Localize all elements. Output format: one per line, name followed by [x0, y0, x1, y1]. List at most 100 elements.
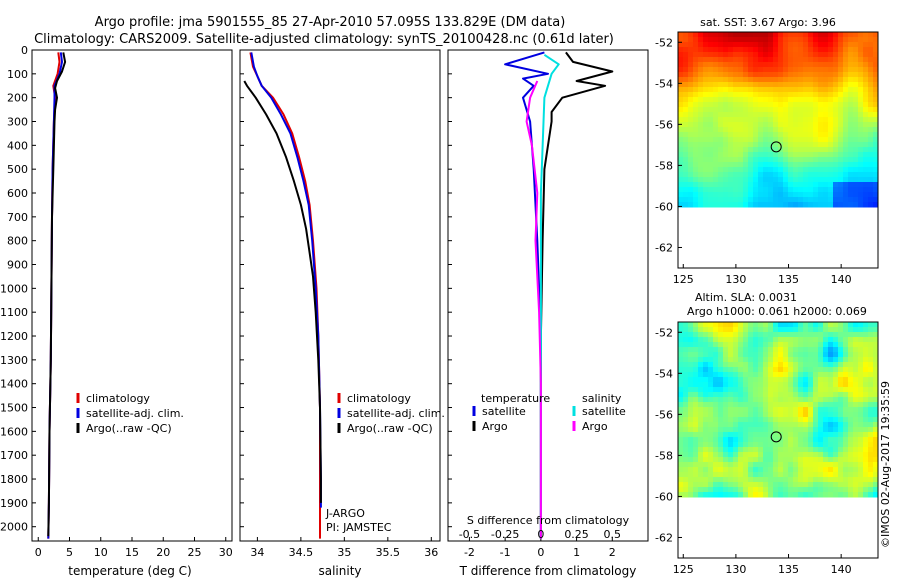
heatmap-cell — [798, 72, 804, 78]
heatmap-cell — [858, 137, 864, 143]
heatmap-cell — [828, 32, 834, 38]
heatmap-cell — [678, 402, 684, 408]
heatmap-cell — [688, 72, 694, 78]
heatmap-cell — [858, 62, 864, 68]
heatmap-cell — [703, 387, 709, 393]
heatmap-cell — [833, 42, 839, 48]
heatmap-cell — [873, 162, 879, 168]
heatmap-cell — [693, 422, 699, 428]
heatmap-cell — [818, 392, 824, 398]
heatmap-cell — [773, 492, 779, 498]
heatmap-cell — [853, 332, 859, 338]
heatmap-cell — [838, 67, 844, 73]
heatmap-cell — [748, 117, 754, 123]
heatmap-cell — [848, 342, 854, 348]
heatmap-cell — [733, 377, 739, 383]
heatmap-cell — [693, 52, 699, 58]
heatmap-cell — [683, 432, 689, 438]
heatmap-cell — [703, 442, 709, 448]
heatmap-cell — [758, 362, 764, 368]
heatmap-cell — [758, 122, 764, 128]
heatmap-cell — [863, 67, 869, 73]
heatmap-cell — [718, 192, 724, 198]
heatmap-cell — [853, 352, 859, 358]
heatmap-cell — [723, 462, 729, 468]
y-tick-label: 1800 — [0, 473, 28, 486]
heatmap-cell — [868, 482, 874, 488]
heatmap-cell — [873, 132, 879, 138]
heatmap-cell — [738, 167, 744, 173]
heatmap-cell — [828, 442, 834, 448]
legend-label: climatology — [347, 392, 411, 405]
heatmap-cell — [768, 197, 774, 203]
heatmap-cell — [743, 147, 749, 153]
heatmap-cell — [748, 357, 754, 363]
heatmap-cell — [813, 357, 819, 363]
heatmap-cell — [683, 147, 689, 153]
heatmap-cell — [708, 197, 714, 203]
heatmap-cell — [798, 442, 804, 448]
heatmap-cell — [703, 492, 709, 498]
heatmap-cell — [808, 412, 814, 418]
heatmap-cell — [768, 152, 774, 158]
heatmap-cell — [813, 352, 819, 358]
heatmap-cell — [858, 102, 864, 108]
heatmap-cell — [688, 82, 694, 88]
heatmap-cell — [723, 97, 729, 103]
heatmap-cell — [743, 427, 749, 433]
heatmap-cell — [798, 467, 804, 473]
heatmap-cell — [753, 387, 759, 393]
heatmap-cell — [838, 57, 844, 63]
heatmap-cell — [853, 447, 859, 453]
heatmap-cell — [813, 57, 819, 63]
heatmap-cell — [728, 42, 734, 48]
heatmap-cell — [858, 167, 864, 173]
heatmap-cell — [808, 87, 814, 93]
heatmap-cell — [833, 452, 839, 458]
heatmap-cell — [693, 492, 699, 498]
heatmap-cell — [783, 452, 789, 458]
sst-map-title: sat. SST: 3.67 Argo: 3.96 — [700, 16, 836, 29]
heatmap-cell — [733, 172, 739, 178]
heatmap-cell — [803, 87, 809, 93]
heatmap-cell — [783, 107, 789, 113]
heatmap-cell — [693, 327, 699, 333]
heatmap-cell — [823, 357, 829, 363]
heatmap-cell — [678, 87, 684, 93]
heatmap-cell — [823, 372, 829, 378]
heatmap-cell — [683, 387, 689, 393]
heatmap-cell — [718, 172, 724, 178]
heatmap-cell — [748, 47, 754, 53]
heatmap-cell — [703, 172, 709, 178]
heatmap-cell — [818, 92, 824, 98]
heatmap-cell — [703, 482, 709, 488]
heatmap-cell — [683, 42, 689, 48]
heatmap-cell — [693, 382, 699, 388]
heatmap-cell — [793, 472, 799, 478]
heatmap-cell — [843, 392, 849, 398]
heatmap-cell — [708, 432, 714, 438]
figure-title-line2: Climatology: CARS2009. Satellite-adjuste… — [34, 32, 614, 47]
heatmap-cell — [873, 102, 879, 108]
heatmap-cell — [863, 112, 869, 118]
heatmap-cell — [793, 182, 799, 188]
heatmap-cell — [818, 377, 824, 383]
heatmap-cell — [773, 117, 779, 123]
heatmap-cell — [778, 397, 784, 403]
heatmap-cell — [808, 467, 814, 473]
heatmap-cell — [698, 432, 704, 438]
heatmap-cell — [858, 472, 864, 478]
y-tick-label: -54 — [655, 367, 673, 380]
heatmap-cell — [688, 392, 694, 398]
heatmap-cell — [753, 67, 759, 73]
heatmap-cell — [733, 467, 739, 473]
heatmap-cell — [778, 152, 784, 158]
heatmap-cell — [768, 452, 774, 458]
heatmap-cell — [788, 432, 794, 438]
heatmap-cell — [838, 372, 844, 378]
heatmap-cell — [808, 137, 814, 143]
difference-panel: -2 -1 0 1 2-0.5 -0.25 0 0.25 0.5S difference fro… — [447, 49, 649, 578]
heatmap-cell — [828, 107, 834, 113]
heatmap-cell — [768, 467, 774, 473]
heatmap-cell — [873, 112, 879, 118]
